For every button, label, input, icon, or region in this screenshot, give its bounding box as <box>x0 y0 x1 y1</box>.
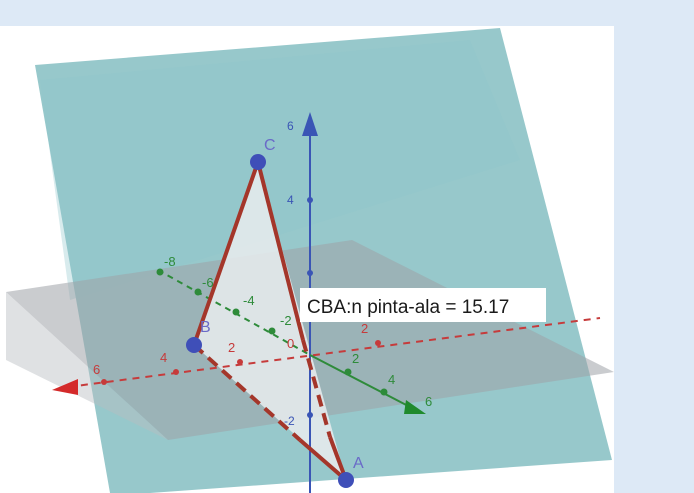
y-tick-label: 6 <box>425 394 432 409</box>
x-axis-arrow <box>52 379 78 395</box>
x-tick-label: 0 <box>287 336 294 351</box>
point-c-label: C <box>264 137 276 154</box>
z-tick-label: 6 <box>287 119 294 133</box>
point-b-label: B <box>200 319 211 336</box>
y-tick-label: -4 <box>243 293 255 308</box>
y-tick-label: 2 <box>352 351 359 366</box>
point-a[interactable] <box>338 472 354 488</box>
point-c[interactable] <box>250 154 266 170</box>
z-tick-minus-2 <box>307 412 313 418</box>
edge-ba-lower[interactable] <box>298 438 348 482</box>
y-tick-minus-6 <box>194 288 202 296</box>
y-tick-4 <box>380 388 388 396</box>
x-tick-2 <box>237 359 243 365</box>
point-a-label: A <box>353 455 364 472</box>
y-tick-minus-2 <box>268 327 276 335</box>
z-tick-label: -2 <box>284 414 295 428</box>
y-axis-arrow <box>404 400 426 414</box>
y-tick-2 <box>344 368 352 376</box>
y-tick-minus-4 <box>232 308 240 316</box>
vertical-plane-highlight <box>40 40 520 300</box>
x-tick-label: 2 <box>228 340 235 355</box>
edge-cb[interactable] <box>192 161 260 346</box>
horizontal-plane-lower <box>6 292 168 440</box>
z-tick-4 <box>307 197 313 203</box>
area-caption-box[interactable] <box>300 288 546 322</box>
y-axis-front[interactable] <box>309 354 413 409</box>
z-axis-arrow <box>302 112 318 136</box>
z-tick-label: 4 <box>287 193 294 207</box>
z-tick-2 <box>307 270 313 276</box>
point-b[interactable] <box>186 337 202 353</box>
y-tick-label: -6 <box>202 275 214 290</box>
y-tick-label: -8 <box>164 254 176 269</box>
y-axis-back[interactable] <box>157 269 311 356</box>
y-tick-label: 4 <box>388 372 395 387</box>
x-tick-4 <box>173 369 179 375</box>
x-tick-plus-2 <box>375 340 381 346</box>
area-caption-text: CBA:n pinta-ala = 15.17 <box>307 297 509 318</box>
y-tick-minus-8 <box>156 268 164 276</box>
edge-ca-hidden <box>301 339 332 438</box>
y-tick-label: -2 <box>280 313 292 328</box>
x-tick-label: 6 <box>93 362 100 377</box>
x-axis[interactable] <box>67 317 601 388</box>
x-tick-label: 4 <box>160 350 167 365</box>
edge-ba-hidden <box>192 343 302 442</box>
edge-ca-upper[interactable] <box>256 161 305 341</box>
x-tick-label: 2 <box>361 321 368 336</box>
x-tick-6 <box>101 379 107 385</box>
